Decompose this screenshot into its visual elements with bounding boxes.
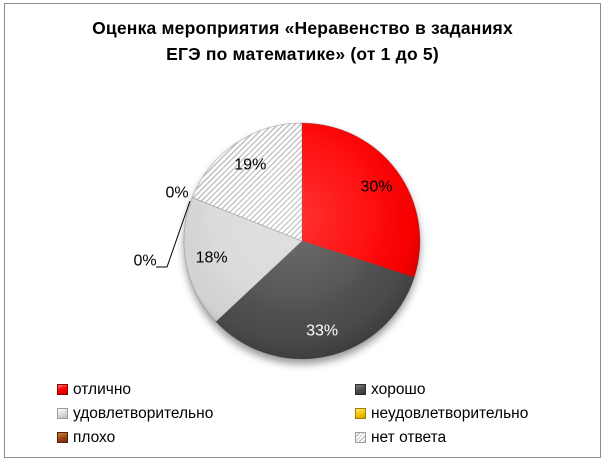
chart-title-line-1: Оценка мероприятия «Неравенство в задани…	[92, 18, 513, 38]
legend-label: нет ответа	[371, 428, 447, 446]
pie-labels-group: 30% 33% 18% 19% 0% 0%	[133, 156, 392, 339]
data-label-отлично: 30%	[360, 178, 392, 195]
outside-data-label-1: 0%	[133, 253, 156, 270]
legend-item-net-otveta: нет ответа	[355, 428, 528, 446]
outside-data-label-0: 0%	[165, 185, 188, 202]
chart-title-line-2: ЕГЭ по математике» (от 1 до 5)	[166, 44, 439, 64]
legend-item-ploho: плохо	[57, 428, 355, 446]
legend-label: неудовлетворительно	[371, 404, 529, 422]
legend-swatch-lightgray-icon	[57, 408, 68, 419]
legend-item-otlichno: отлично	[57, 380, 355, 398]
data-label-хорошо: 33%	[306, 322, 338, 339]
legend-swatch-brown-icon	[57, 432, 68, 443]
legend-label: плохо	[73, 428, 116, 446]
leader-line	[156, 200, 191, 268]
data-label-удовлетворительно: 18%	[196, 250, 228, 267]
legend-item-udovletvoritelno: удовлетворительно	[57, 404, 355, 422]
legend-swatch-yellow-icon	[355, 408, 366, 419]
legend-label: удовлетворительно	[73, 404, 214, 422]
legend-swatch-darkgray-icon	[355, 384, 366, 395]
legend-item-neudovletvoritelno: неудовлетворительно	[355, 404, 529, 422]
data-label-нет ответа: 19%	[234, 156, 266, 173]
pie-slices-group	[183, 122, 421, 360]
legend-item-horosho: хорошо	[355, 380, 528, 398]
legend: отлично хорошо удовлетворительно неудовл…	[57, 380, 529, 446]
legend-swatch-red-icon	[57, 384, 68, 395]
legend-label: отлично	[73, 380, 131, 398]
legend-swatch-hatch-icon	[355, 432, 366, 443]
chart-title: Оценка мероприятия «Неравенство в задани…	[0, 15, 605, 67]
legend-label: хорошо	[371, 380, 426, 398]
